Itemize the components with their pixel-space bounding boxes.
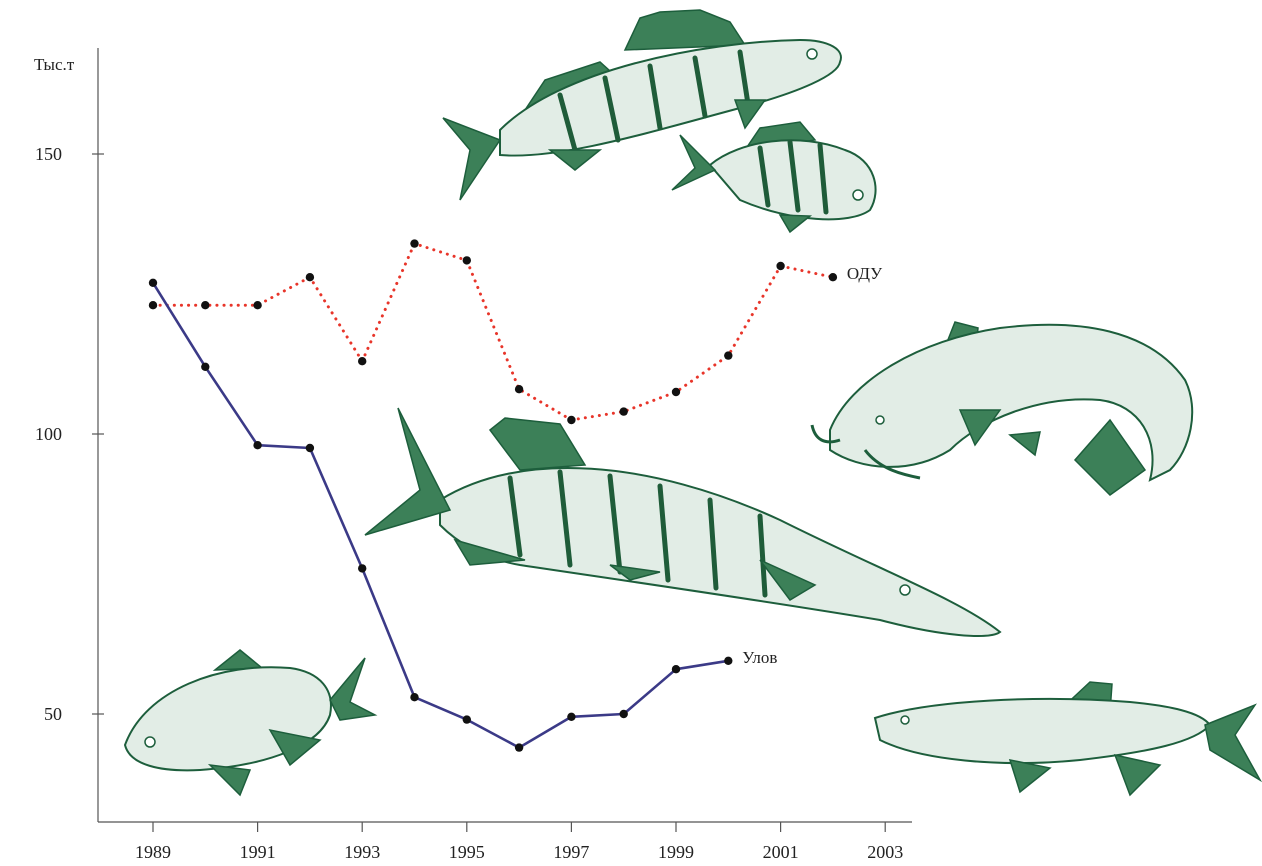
data-point	[201, 301, 210, 310]
series-label: Улов	[742, 648, 777, 667]
pike-illustration	[364, 407, 1002, 637]
data-point	[305, 443, 315, 453]
series-labels: ОДУ Улов	[742, 264, 883, 667]
perch-illustration-small	[671, 121, 877, 234]
x-tick-label: 1989	[135, 842, 171, 862]
perch-illustration-large	[442, 9, 842, 201]
data-points	[148, 239, 838, 752]
data-point	[462, 715, 471, 724]
data-point	[828, 273, 838, 282]
x-tick-label: 1995	[449, 842, 485, 862]
catfish-illustration	[810, 321, 1194, 496]
data-point	[410, 239, 419, 248]
whitefish-illustration	[873, 681, 1262, 797]
x-tick-label: 1991	[240, 842, 276, 862]
data-point	[619, 407, 628, 416]
data-point	[201, 362, 210, 371]
data-point	[776, 261, 785, 271]
y-tick-label: 50	[44, 704, 62, 724]
y-tick-label: 100	[35, 424, 62, 444]
data-point	[253, 301, 262, 310]
data-point	[671, 387, 681, 397]
data-point	[358, 564, 367, 573]
series-label: ОДУ	[847, 264, 883, 283]
data-point	[619, 709, 628, 719]
data-point	[462, 256, 471, 265]
x-tick-label: 2003	[867, 842, 903, 862]
data-point	[514, 743, 524, 752]
x-tick-label: 1993	[344, 842, 380, 862]
y-tick-label: 150	[35, 144, 62, 164]
data-point	[253, 441, 262, 450]
data-point	[724, 656, 733, 665]
data-point	[514, 385, 524, 394]
data-point	[148, 278, 158, 287]
x-tick-label: 1997	[553, 842, 589, 862]
data-point	[567, 712, 576, 721]
chart-axes: 50 100 150 1989 1991 1993 1995 1997 1999 2001 2003	[35, 48, 912, 862]
series-line-catch	[151, 281, 730, 749]
y-axis-unit-label: Тыс.т	[34, 55, 75, 74]
x-tick-label: 1999	[658, 842, 694, 862]
data-point	[671, 665, 681, 674]
bream-illustration	[123, 649, 378, 797]
data-point	[567, 415, 576, 425]
data-point	[724, 351, 733, 360]
series-line-odu	[151, 242, 835, 422]
data-point	[148, 301, 158, 310]
data-point	[305, 273, 315, 282]
data-point	[358, 357, 367, 366]
series-lines	[151, 242, 835, 749]
x-tick-label: 2001	[763, 842, 799, 862]
data-point	[410, 693, 419, 702]
